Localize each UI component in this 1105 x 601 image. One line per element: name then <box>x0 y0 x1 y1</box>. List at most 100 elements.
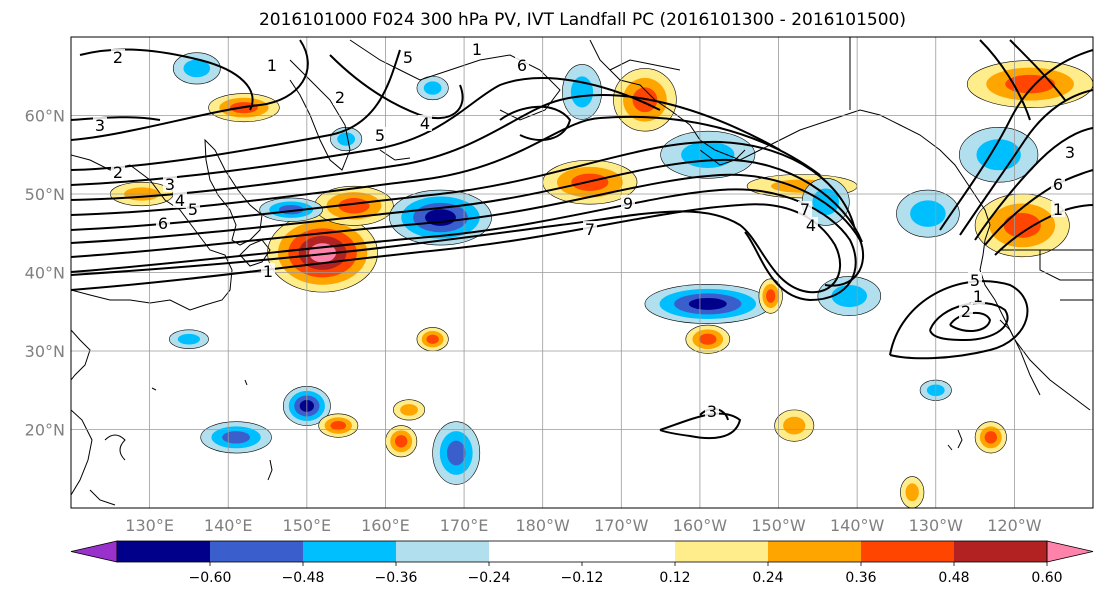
pv-anomaly-blob-6-level-2 <box>699 333 717 345</box>
contour-label-bg <box>401 49 415 65</box>
colorbar-segment-8 <box>861 541 955 562</box>
colorbar-segment-2 <box>303 541 397 562</box>
contour-label-bg <box>583 221 597 237</box>
pv-anomaly-blob-23-level-1 <box>783 416 806 435</box>
contour-label-bg <box>798 201 812 217</box>
contour-label-bg <box>265 57 279 73</box>
contour-label: 9 <box>623 194 633 213</box>
latitude-labels: 60°N 50°N 40°N 30°N 20°N <box>25 107 65 440</box>
colorbar: −0.60 −0.48 −0.36 −0.24 −0.12 0.12 0.24 0.36 0.4… <box>70 540 1094 586</box>
contour-label: 2 <box>113 48 123 67</box>
contour-label-bg <box>418 115 432 131</box>
contour-label: 1 <box>263 262 273 281</box>
colorbar-segment-1 <box>210 541 304 562</box>
contour-label-bg <box>804 217 818 233</box>
pv-anomaly-blob-8-level-2 <box>1003 213 1041 238</box>
lon-tick-label: 130°E <box>125 516 174 535</box>
pv-anomaly-blob-26-level-2 <box>766 289 776 303</box>
contour-label: 2 <box>113 163 123 182</box>
contour-label-bg <box>470 41 484 57</box>
contour-label: 5 <box>375 126 385 145</box>
lat-tick-label: 30°N <box>25 342 65 361</box>
pv-anomaly-blob-20-level-2 <box>394 435 408 448</box>
contour-label-bg <box>156 215 170 231</box>
pv-anomaly-blob-22-level-1 <box>400 404 418 416</box>
pv-anomaly-blob-10-level-2 <box>1005 74 1055 94</box>
contour-label: 7 <box>585 220 595 239</box>
pv-anomaly-blob-31-level-2 <box>984 431 997 444</box>
ivt-contours <box>71 39 1093 440</box>
contour-label-bg <box>1051 176 1065 192</box>
lat-tick-label: 60°N <box>25 107 65 126</box>
contour-label-bg <box>373 127 387 143</box>
contour-label: 3 <box>95 116 105 135</box>
lon-tick-label: 130°W <box>909 516 964 535</box>
lon-tick-label: 150°E <box>283 516 332 535</box>
contour-label: 4 <box>420 114 430 133</box>
colorbar-under-arrow <box>70 540 118 563</box>
colorbar-segment-4 <box>489 541 583 562</box>
contour-label: 1 <box>472 40 482 59</box>
pv-anomaly-blob-17-level-2 <box>222 431 251 444</box>
contour-label: 5 <box>188 200 198 219</box>
contour-label: 1 <box>1053 200 1063 219</box>
contour-label: 5 <box>970 271 980 290</box>
colorbar-segment-5 <box>582 541 676 562</box>
contour-label-bg <box>1063 144 1077 160</box>
lon-tick-label: 160°E <box>361 516 410 535</box>
contour-label-bg <box>515 57 529 73</box>
pv-anomaly-blob-21-level-2 <box>426 334 439 344</box>
colorbar-segment-0 <box>117 541 211 562</box>
colorbar-tick-label: −0.24 <box>468 570 511 586</box>
lat-tick-label: 20°N <box>25 421 65 440</box>
contour-label-bg <box>93 117 107 133</box>
contour-label-bg <box>173 192 187 208</box>
lon-tick-label: 140°W <box>830 516 885 535</box>
contour-label-bg <box>705 403 719 419</box>
lon-tick-label: 180°W <box>516 516 571 535</box>
pv-anomaly-blob-19-level-2 <box>330 420 347 431</box>
lat-tick-label: 40°N <box>25 264 65 283</box>
pv-anomaly-blob-18-level-2 <box>446 440 466 466</box>
colorbar-segment-6 <box>675 541 769 562</box>
colorbar-tick-label: −0.12 <box>561 570 604 586</box>
contour-label: 1 <box>973 287 983 306</box>
pv-anomaly-blob-7-level-1 <box>910 200 946 227</box>
colorbar-tick-label: −0.36 <box>375 570 418 586</box>
colorbar-tick-label: −0.60 <box>189 570 232 586</box>
contour-label-bg <box>333 89 347 105</box>
contour-label: 6 <box>1053 175 1063 194</box>
contour-label-bg <box>959 303 973 319</box>
colorbar-segment-9 <box>954 541 1048 562</box>
lon-tick-label: 140°E <box>204 516 253 535</box>
pv-anomaly-blob-29-level-1 <box>183 59 211 78</box>
contour-label: 4 <box>175 191 185 210</box>
contour-label: 3 <box>165 175 175 194</box>
contour-label-bg <box>111 164 125 180</box>
pv-anomaly-blob-5-level-3 <box>688 297 727 310</box>
contour-label: 6 <box>158 214 168 233</box>
contour-label-bg <box>163 176 177 192</box>
contour-label: 7 <box>800 200 810 219</box>
lon-tick-label: 120°W <box>987 516 1042 535</box>
colorbar-tick-label: 0.60 <box>1031 570 1062 586</box>
lon-tick-label: 170°W <box>594 516 649 535</box>
contour-label: 5 <box>403 48 413 67</box>
contour-label: 3 <box>1065 143 1075 162</box>
map-frame <box>70 36 1094 509</box>
map-title: 2016101000 F024 300 hPa PV, IVT Landfall… <box>258 10 906 30</box>
colorbar-over-arrow <box>1046 540 1094 563</box>
colorbar-segment-3 <box>396 541 490 562</box>
pv-anomaly-blob-33-level-1 <box>423 81 442 95</box>
contour-label-bg <box>621 195 635 211</box>
lon-tick-label: 170°E <box>440 516 489 535</box>
contour-label-bg <box>968 272 982 288</box>
contour-label-bg <box>1051 201 1065 217</box>
pv-anomaly-blob-32-level-1 <box>905 483 919 502</box>
colorbar-tick-label: 0.24 <box>752 570 783 586</box>
colorbar-tick-label: 0.36 <box>845 570 876 586</box>
pv-anomaly-blob-27-level-1 <box>177 333 201 345</box>
contour-label-bg <box>971 288 985 304</box>
